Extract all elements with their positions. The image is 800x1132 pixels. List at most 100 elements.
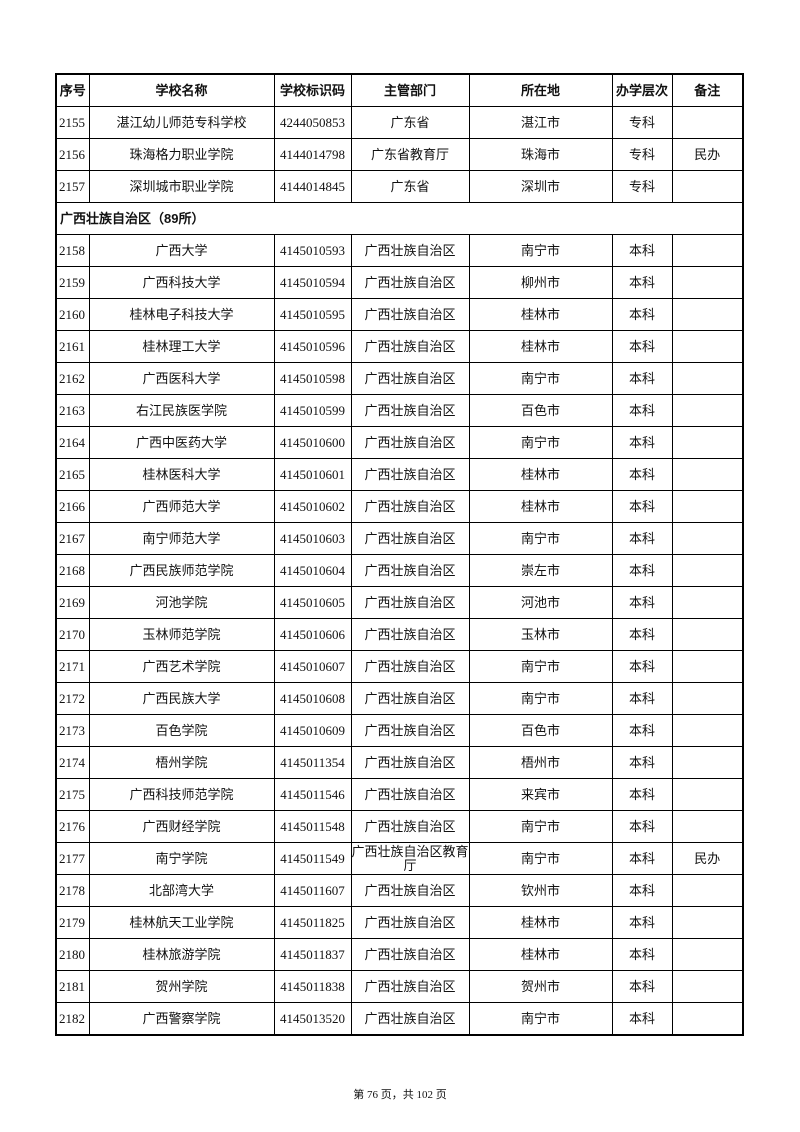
cell-authority: 广西壮族自治区	[350, 746, 470, 779]
cell-school-name: 广西医科大学	[88, 362, 275, 395]
cell-authority: 广西壮族自治区	[350, 1002, 470, 1036]
cell-index: 2181	[55, 970, 90, 1003]
cell-school-code: 4145010608	[273, 682, 352, 715]
page-footer: 第 76 页，共 102 页	[353, 1089, 447, 1101]
cell-school-name: 南宁学院	[88, 842, 275, 875]
header-index: 序号	[55, 73, 90, 107]
cell-remarks	[671, 362, 744, 395]
cell-authority: 广西壮族自治区	[350, 938, 470, 971]
cell-level: 专科	[611, 170, 673, 203]
cell-school-name: 桂林医科大学	[88, 458, 275, 491]
table-row: 2169 河池学院 4145010605 广西壮族自治区 河池市 本科	[55, 586, 744, 619]
table-row: 2179 桂林航天工业学院 4145011825 广西壮族自治区 桂林市 本科	[55, 906, 744, 939]
section-row: 广西壮族自治区（89所）	[55, 202, 744, 235]
header-location: 所在地	[468, 73, 613, 107]
cell-level: 本科	[611, 906, 673, 939]
cell-level: 本科	[611, 234, 673, 267]
cell-school-code: 4145010606	[273, 618, 352, 651]
table-row: 2181 贺州学院 4145011838 广西壮族自治区 贺州市 本科	[55, 970, 744, 1003]
cell-remarks	[671, 106, 744, 139]
cell-index: 2172	[55, 682, 90, 715]
header-authority: 主管部门	[350, 73, 470, 107]
cell-level: 本科	[611, 458, 673, 491]
cell-location: 贺州市	[468, 970, 613, 1003]
cell-authority: 广西壮族自治区	[350, 426, 470, 459]
cell-index: 2163	[55, 394, 90, 427]
cell-school-code: 4145010596	[273, 330, 352, 363]
cell-school-code: 4145011549	[273, 842, 352, 875]
cell-school-code: 4145010593	[273, 234, 352, 267]
cell-location: 南宁市	[468, 234, 613, 267]
cell-location: 百色市	[468, 394, 613, 427]
cell-location: 南宁市	[468, 522, 613, 555]
cell-authority: 广西壮族自治区	[350, 650, 470, 683]
cell-remarks	[671, 618, 744, 651]
table-row: 2180 桂林旅游学院 4145011837 广西壮族自治区 桂林市 本科	[55, 938, 744, 971]
cell-school-name: 广西中医药大学	[88, 426, 275, 459]
table-row: 2162 广西医科大学 4145010598 广西壮族自治区 南宁市 本科	[55, 362, 744, 395]
cell-school-code: 4145011546	[273, 778, 352, 811]
cell-school-name: 湛江幼儿师范专科学校	[88, 106, 275, 139]
table-row: 2173 百色学院 4145010609 广西壮族自治区 百色市 本科	[55, 714, 744, 747]
table-row: 2178 北部湾大学 4145011607 广西壮族自治区 钦州市 本科	[55, 874, 744, 907]
cell-school-code: 4145011607	[273, 874, 352, 907]
cell-authority: 广西壮族自治区	[350, 554, 470, 587]
cell-authority: 广西壮族自治区	[350, 234, 470, 267]
cell-school-code: 4145010603	[273, 522, 352, 555]
cell-school-name: 广西科技师范学院	[88, 778, 275, 811]
table-row: 2172 广西民族大学 4145010608 广西壮族自治区 南宁市 本科	[55, 682, 744, 715]
cell-remarks	[671, 874, 744, 907]
cell-authority: 广西壮族自治区	[350, 330, 470, 363]
cell-location: 柳州市	[468, 266, 613, 299]
cell-authority: 广西壮族自治区	[350, 874, 470, 907]
cell-level: 本科	[611, 714, 673, 747]
cell-authority: 广西壮族自治区	[350, 362, 470, 395]
cell-index: 2179	[55, 906, 90, 939]
cell-school-code: 4145010598	[273, 362, 352, 395]
header-school-name: 学校名称	[88, 73, 275, 107]
cell-authority: 广西壮族自治区	[350, 266, 470, 299]
cell-school-code: 4145011837	[273, 938, 352, 971]
cell-level: 本科	[611, 394, 673, 427]
cell-authority: 广西壮族自治区	[350, 714, 470, 747]
cell-index: 2177	[55, 842, 90, 875]
cell-authority: 广东省教育厅	[350, 138, 470, 171]
cell-index: 2160	[55, 298, 90, 331]
cell-authority: 广西壮族自治区	[350, 682, 470, 715]
cell-remarks: 民办	[671, 138, 744, 171]
table-row: 2158 广西大学 4145010593 广西壮族自治区 南宁市 本科	[55, 234, 744, 267]
cell-index: 2168	[55, 554, 90, 587]
cell-school-code: 4145010604	[273, 554, 352, 587]
cell-location: 南宁市	[468, 810, 613, 843]
cell-level: 专科	[611, 138, 673, 171]
cell-level: 本科	[611, 362, 673, 395]
cell-school-code: 4145010600	[273, 426, 352, 459]
cell-school-name: 广西民族大学	[88, 682, 275, 715]
cell-school-code: 4145010607	[273, 650, 352, 683]
table-row: 2182 广西警察学院 4145013520 广西壮族自治区 南宁市 本科	[55, 1002, 744, 1036]
cell-index: 2174	[55, 746, 90, 779]
cell-level: 本科	[611, 970, 673, 1003]
cell-location: 桂林市	[468, 490, 613, 523]
cell-level: 本科	[611, 426, 673, 459]
cell-school-code: 4145010599	[273, 394, 352, 427]
cell-remarks	[671, 746, 744, 779]
header-level: 办学层次	[611, 73, 673, 107]
cell-level: 本科	[611, 938, 673, 971]
cell-school-name: 深圳城市职业学院	[88, 170, 275, 203]
cell-school-name: 广西财经学院	[88, 810, 275, 843]
cell-school-name: 广西师范大学	[88, 490, 275, 523]
cell-index: 2175	[55, 778, 90, 811]
cell-level: 本科	[611, 554, 673, 587]
cell-school-name: 桂林旅游学院	[88, 938, 275, 971]
cell-authority: 广西壮族自治区	[350, 778, 470, 811]
cell-location: 玉林市	[468, 618, 613, 651]
cell-school-name: 河池学院	[88, 586, 275, 619]
cell-location: 南宁市	[468, 362, 613, 395]
cell-index: 2162	[55, 362, 90, 395]
table-row: 2165 桂林医科大学 4145010601 广西壮族自治区 桂林市 本科	[55, 458, 744, 491]
table-row: 2163 右江民族医学院 4145010599 广西壮族自治区 百色市 本科	[55, 394, 744, 427]
table-row: 2160 桂林电子科技大学 4145010595 广西壮族自治区 桂林市 本科	[55, 298, 744, 331]
table-row: 2174 梧州学院 4145011354 广西壮族自治区 梧州市 本科	[55, 746, 744, 779]
rows-before: 2155 湛江幼儿师范专科学校 4244050853 广东省 湛江市 专科 2156 珠海格力…	[55, 106, 744, 203]
